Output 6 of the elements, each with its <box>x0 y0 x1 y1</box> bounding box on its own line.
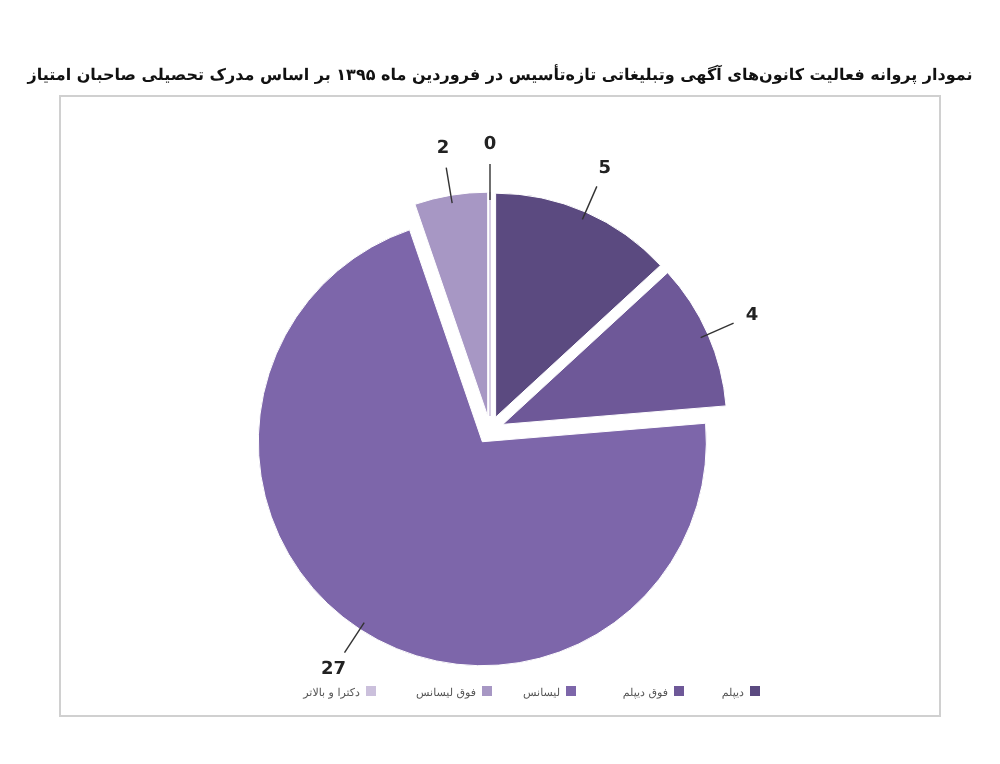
data-label: 5 <box>598 159 612 180</box>
data-label: 2 <box>436 138 450 159</box>
text: 0 <box>483 134 497 155</box>
data-label: 27 <box>321 660 347 681</box>
data-label: 4 <box>745 306 759 327</box>
chart-title: نمودار پروانه فعالیت کانون‌های آگهی وتبلیغاتی تازه‌تأسیس در فروردین ماه ۱۳۹۵ بر اساس مدرک تحصیلی صاحبان امتیاز <box>25 64 973 84</box>
